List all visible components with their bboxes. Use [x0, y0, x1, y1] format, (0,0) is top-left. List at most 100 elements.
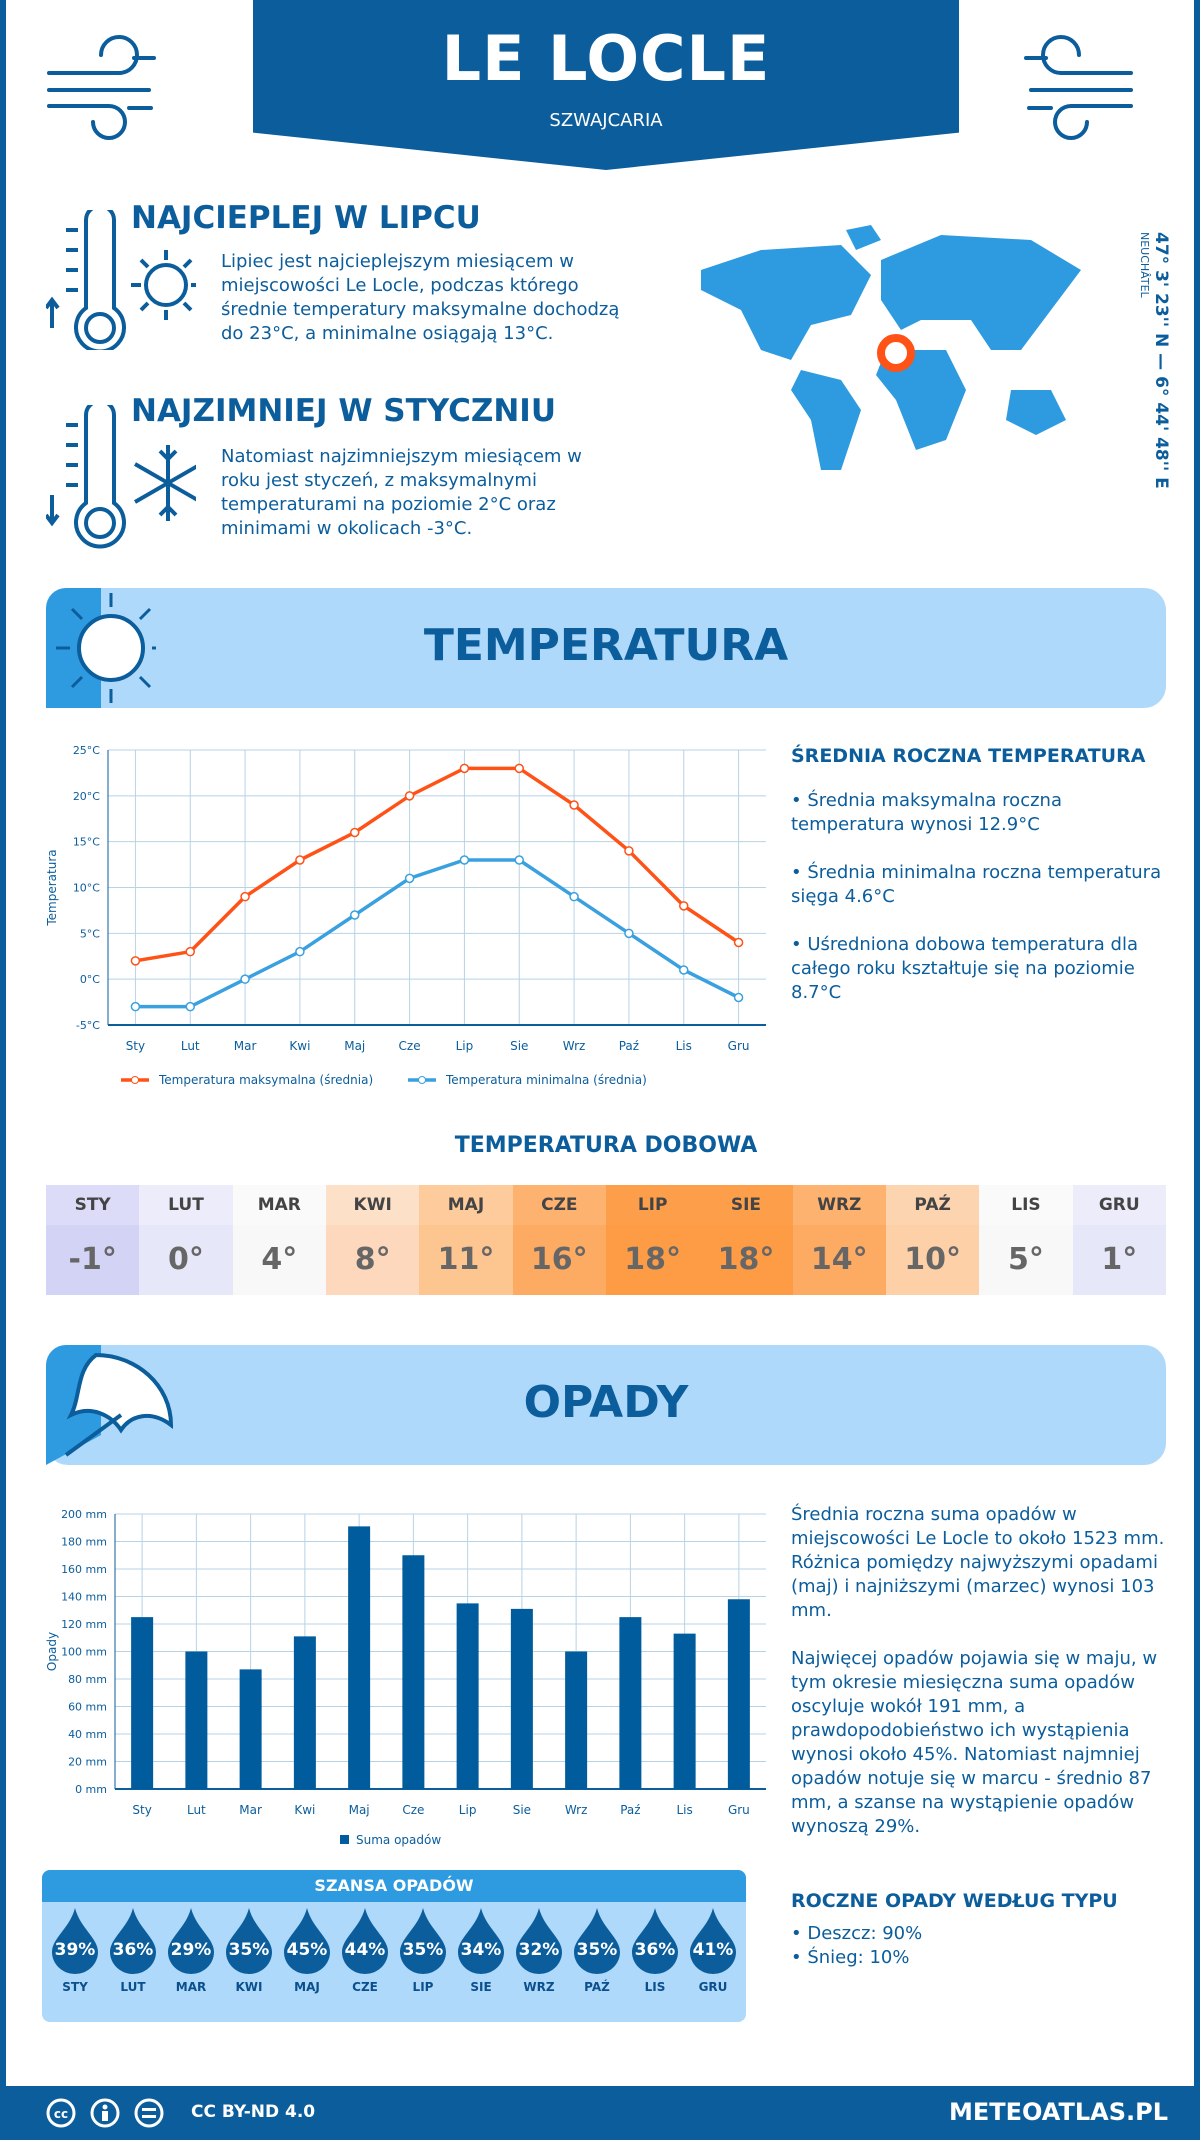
- umbrella-rain-icon: [46, 1345, 174, 1465]
- daily-temp-cell: CZE 16°: [512, 1185, 606, 1295]
- precipitation-chart: 0 mm 20 mm 40 mm 60 mm 80 mm 100 mm 120 mm 140 …: [45, 1508, 766, 1847]
- series-line: [135, 858, 740, 1009]
- thermometer-sun-icon: [46, 210, 196, 350]
- precip-text-1: Średnia roczna suma opadów w miejscowośc…: [791, 1504, 1165, 1621]
- location-marker: [877, 334, 915, 372]
- daily-temp-value: 11°: [419, 1225, 513, 1295]
- data-point: [459, 763, 470, 774]
- y-axis-label: Opady: [45, 1632, 59, 1671]
- site-link[interactable]: METEOATLAS.PL: [948, 2098, 1168, 2126]
- x-tick-label: Wrz: [565, 1803, 588, 1817]
- precipitation-banner: OPADY: [46, 1345, 1166, 1465]
- data-point: [130, 1001, 141, 1012]
- month-label: MAR: [175, 1980, 207, 1994]
- data-point: [569, 800, 579, 810]
- header-banner: LE LOCLE SZWAJCARIA: [253, 0, 959, 170]
- y-tick-label: 25°C: [73, 744, 100, 757]
- month-label: MAR: [232, 1185, 326, 1225]
- summary-title: ŚREDNIA ROCZNA TEMPERATURA: [791, 745, 1146, 767]
- x-tick-label: Lut: [181, 1039, 200, 1053]
- month-label: WRZ: [792, 1185, 886, 1225]
- precip-chance-value: 35%: [402, 1940, 444, 1960]
- data-point: [514, 855, 524, 865]
- x-tick-label: Paź: [620, 1803, 640, 1817]
- y-tick-label: 200 mm: [61, 1508, 107, 1521]
- cc-icon: cc: [46, 2098, 76, 2128]
- bar: [673, 1633, 696, 1789]
- raindrop-icon: [632, 1908, 678, 1974]
- y-tick-label: 40 mm: [68, 1728, 107, 1741]
- y-tick-label: 120 mm: [61, 1618, 107, 1631]
- raindrop-icon: [690, 1908, 736, 1974]
- precip-chance-item: 41% GRU: [685, 1908, 741, 1994]
- data-point: [733, 992, 744, 1003]
- precip-chance-value: 36%: [112, 1940, 154, 1960]
- x-tick-label: Lis: [676, 1803, 692, 1817]
- bar: [402, 1555, 425, 1789]
- month-label: GRU: [1072, 1185, 1166, 1225]
- daily-temp-cell: PAŹ 10°: [885, 1185, 980, 1295]
- month-label: MAJ: [419, 1185, 513, 1225]
- legend-marker: [131, 1076, 139, 1084]
- data-point: [295, 946, 305, 957]
- license-text: CC BY-ND 4.0: [191, 2102, 316, 2122]
- sun-icon: [46, 588, 156, 708]
- data-point: [295, 855, 305, 865]
- data-point: [130, 956, 141, 966]
- daily-temp-cell: KWI 8°: [325, 1185, 420, 1295]
- raindrop-icon: [574, 1908, 620, 1974]
- month-label: LUT: [139, 1185, 233, 1225]
- data-point: [624, 928, 634, 939]
- temperature-title: TEMPERATURA: [423, 620, 789, 671]
- daily-temp-value: 14°: [792, 1225, 886, 1295]
- precip-chance-value: 35%: [228, 1940, 270, 1960]
- daily-temp-value: 4°: [232, 1225, 326, 1295]
- y-tick-label: 10°C: [73, 882, 100, 895]
- precipitation-title: OPADY: [523, 1377, 689, 1428]
- x-tick-label: Wrz: [563, 1039, 586, 1053]
- y-tick-label: 15°C: [73, 836, 100, 849]
- daily-temp-cell: MAJ 11°: [419, 1185, 513, 1295]
- wind-icon: [47, 35, 156, 140]
- region-label: NEUCHÂTEL: [1138, 232, 1151, 298]
- snow-share: • Śnieg: 10%: [791, 1947, 910, 1968]
- precip-chance-item: 35% KWI: [221, 1908, 277, 1994]
- x-tick-label: Lut: [187, 1803, 206, 1817]
- warmest-title: NAJCIEPLEJ W LIPCU: [131, 200, 481, 236]
- x-tick-label: Gru: [728, 1803, 750, 1817]
- raindrop-icon: [516, 1908, 562, 1974]
- precip-chance-value: 36%: [634, 1940, 676, 1960]
- daily-temp-title: TEMPERATURA DOBOWA: [454, 1133, 758, 1158]
- data-point: [569, 891, 579, 902]
- precip-chance-value: 29%: [170, 1940, 212, 1960]
- temperature-summary: ŚREDNIA ROCZNA TEMPERATURA • Średnia mak…: [791, 745, 1171, 1029]
- data-point: [185, 946, 195, 957]
- raindrop-icon: [110, 1908, 156, 1974]
- data-point: [624, 846, 634, 856]
- world-map: [701, 225, 1081, 470]
- y-tick-label: 20°C: [73, 790, 100, 803]
- daily-temp-table: STY -1° LUT 0° MAR 4° KWI 8° MAJ 11° CZE 16° LIP 18° S…: [46, 1185, 1166, 1295]
- precip-chance-value: 34%: [460, 1940, 502, 1960]
- daily-temp-value: 10°: [885, 1225, 980, 1295]
- month-label: LIP: [412, 1980, 434, 1994]
- data-point: [240, 891, 250, 902]
- y-tick-label: 20 mm: [68, 1756, 107, 1769]
- summary-avg: • Uśredniona dobowa temperatura dla całe…: [791, 934, 1139, 1003]
- daily-temp-value: 18°: [699, 1225, 793, 1295]
- raindrop-icon: [226, 1908, 272, 1974]
- precip-chance-item: 36% LUT: [105, 1908, 161, 1994]
- bar: [348, 1526, 371, 1789]
- precip-chance-item: 44% CZE: [337, 1908, 393, 1994]
- y-tick-label: 0 mm: [75, 1783, 107, 1796]
- precip-chance-item: 39% STY: [47, 1908, 103, 1994]
- precip-chance-item: 36% LIS: [627, 1908, 683, 1994]
- month-label: SIE: [470, 1980, 492, 1994]
- x-tick-label: Lip: [456, 1039, 474, 1053]
- data-point: [679, 965, 689, 975]
- y-tick-label: 140 mm: [61, 1591, 107, 1604]
- precip-chance-item: 35% LIP: [395, 1908, 451, 1994]
- x-tick-label: Maj: [344, 1039, 365, 1053]
- bar: [293, 1636, 316, 1789]
- raindrop-icon: [400, 1908, 446, 1974]
